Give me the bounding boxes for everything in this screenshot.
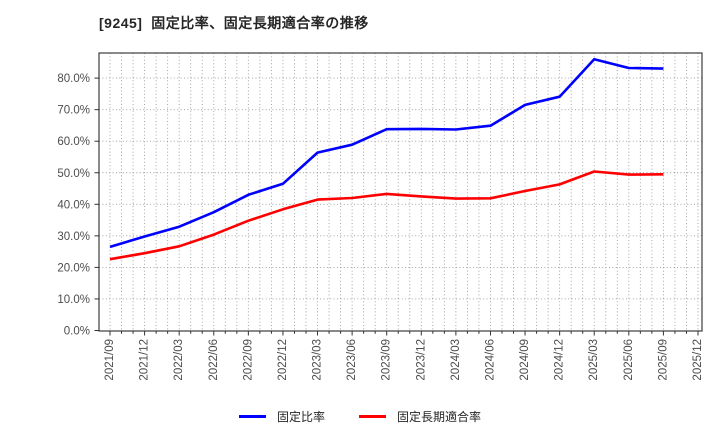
x-tick-label: 2024/09: [519, 339, 531, 381]
x-tick-label: 2022/09: [242, 339, 254, 381]
x-tick-label: 2021/09: [104, 339, 116, 381]
y-tick-label: 20.0%: [57, 262, 90, 274]
x-tick-label: 2023/12: [415, 339, 427, 381]
legend: 固定比率 固定長期適合率: [0, 403, 720, 429]
series-line-fixed-ratio: [109, 57, 664, 249]
x-tick-label: 2022/03: [173, 339, 185, 381]
y-tick-label: 0.0%: [64, 326, 90, 338]
legend-item-fixed-ratio: 固定比率: [238, 408, 325, 425]
legend-line-icon-red: [359, 414, 386, 418]
legend-label-fixed-longterm-ratio: 固定長期適合率: [397, 409, 482, 424]
x-tick-label: 2021/12: [139, 339, 151, 381]
x-tick-label: 2023/09: [381, 339, 393, 381]
x-tick-label: 2025/03: [588, 339, 600, 381]
x-tick-label: 2024/06: [484, 339, 496, 381]
x-tick-label: 2024/12: [554, 339, 566, 381]
legend-item-fixed-longterm-ratio: 固定長期適合率: [359, 408, 481, 425]
y-tick-label: 50.0%: [57, 168, 90, 180]
x-tick-label: 2023/03: [312, 339, 324, 381]
x-tick-label: 2022/06: [208, 339, 220, 381]
y-tick-label: 70.0%: [57, 105, 90, 117]
legend-line-icon-blue: [238, 414, 266, 418]
y-tick-label: 40.0%: [57, 199, 90, 211]
y-tick-label: 30.0%: [57, 231, 90, 243]
series-line-fixed-longterm-ratio: [109, 170, 664, 261]
x-tick-label: 2025/12: [692, 339, 704, 381]
y-tick-label: 60.0%: [57, 136, 90, 148]
legend-label-fixed-ratio: 固定比率: [276, 409, 325, 424]
x-tick-label: 2023/06: [346, 339, 358, 381]
x-tick-label: 2025/09: [657, 339, 669, 381]
x-tick-label: 2022/12: [277, 339, 289, 381]
plot-border: [98, 52, 703, 332]
y-tick-label: 80.0%: [57, 73, 90, 85]
y-tick-label: 10.0%: [57, 294, 90, 306]
x-tick-label: 2025/06: [623, 339, 635, 381]
chart-title: [9245] 固定比率、固定長期適合率の推移: [99, 15, 369, 31]
x-tick-label: 2024/03: [450, 339, 462, 381]
